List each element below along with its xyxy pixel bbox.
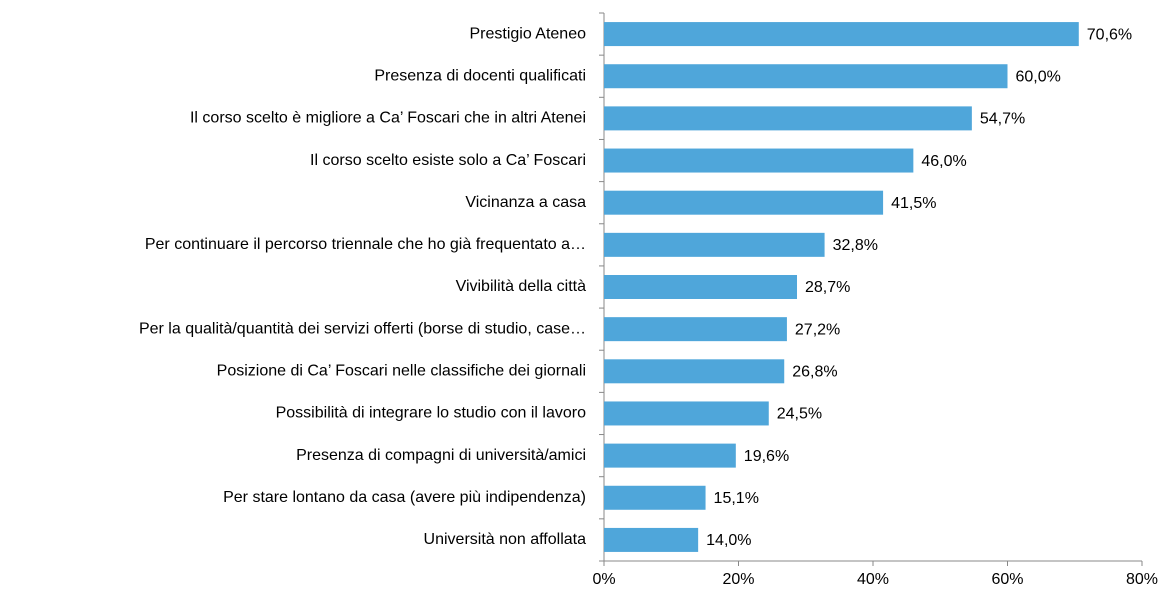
value-label: 15,1% — [714, 490, 759, 507]
bar — [604, 232, 825, 257]
bar — [604, 317, 787, 342]
category-label: Il corso scelto esiste solo a Ca’ Foscar… — [310, 152, 586, 169]
value-label: 26,8% — [792, 364, 837, 381]
bar — [604, 148, 914, 173]
category-label: Per continuare il percorso triennale che… — [145, 236, 586, 253]
value-label: 60,0% — [1016, 68, 1061, 85]
category-label: Posizione di Ca’ Foscari nelle classific… — [217, 363, 586, 380]
category-label: Per la qualità/quantità dei servizi offe… — [139, 320, 586, 337]
bar — [604, 106, 972, 131]
x-tick-label: 20% — [722, 571, 754, 588]
bar — [604, 359, 785, 384]
category-label: Vicinanza a casa — [465, 194, 586, 211]
bar — [604, 401, 769, 426]
category-label: Possibilità di integrare lo studio con i… — [276, 405, 586, 422]
x-tick-label: 0% — [592, 571, 615, 588]
value-label: 14,0% — [706, 532, 751, 549]
bar — [604, 485, 706, 510]
value-label: 27,2% — [795, 321, 840, 338]
value-label: 46,0% — [921, 153, 966, 170]
x-tick-label: 40% — [857, 571, 889, 588]
category-label: Vivibilità della città — [456, 278, 587, 295]
value-label: 70,6% — [1087, 26, 1132, 43]
category-label: Presenza di compagni di università/amici — [296, 447, 586, 464]
category-label: Università non affollata — [424, 531, 587, 548]
bar — [604, 443, 736, 468]
value-label: 32,8% — [833, 237, 878, 254]
x-tick-label: 80% — [1126, 571, 1158, 588]
bar — [604, 190, 884, 215]
category-label: Il corso scelto è migliore a Ca’ Foscari… — [190, 110, 586, 127]
category-label: Prestigio Ateneo — [469, 25, 586, 42]
value-label: 41,5% — [891, 195, 936, 212]
value-label: 24,5% — [777, 406, 822, 423]
category-label: Per stare lontano da casa (avere più ind… — [223, 489, 586, 506]
x-tick-label: 60% — [991, 571, 1023, 588]
bar — [604, 64, 1008, 89]
value-label: 19,6% — [744, 448, 789, 465]
bar — [604, 22, 1079, 47]
value-label: 28,7% — [805, 279, 850, 296]
category-label: Presenza di docenti qualificati — [374, 67, 586, 84]
bar — [604, 275, 798, 299]
value-label: 54,7% — [980, 111, 1025, 128]
bar — [604, 527, 699, 552]
